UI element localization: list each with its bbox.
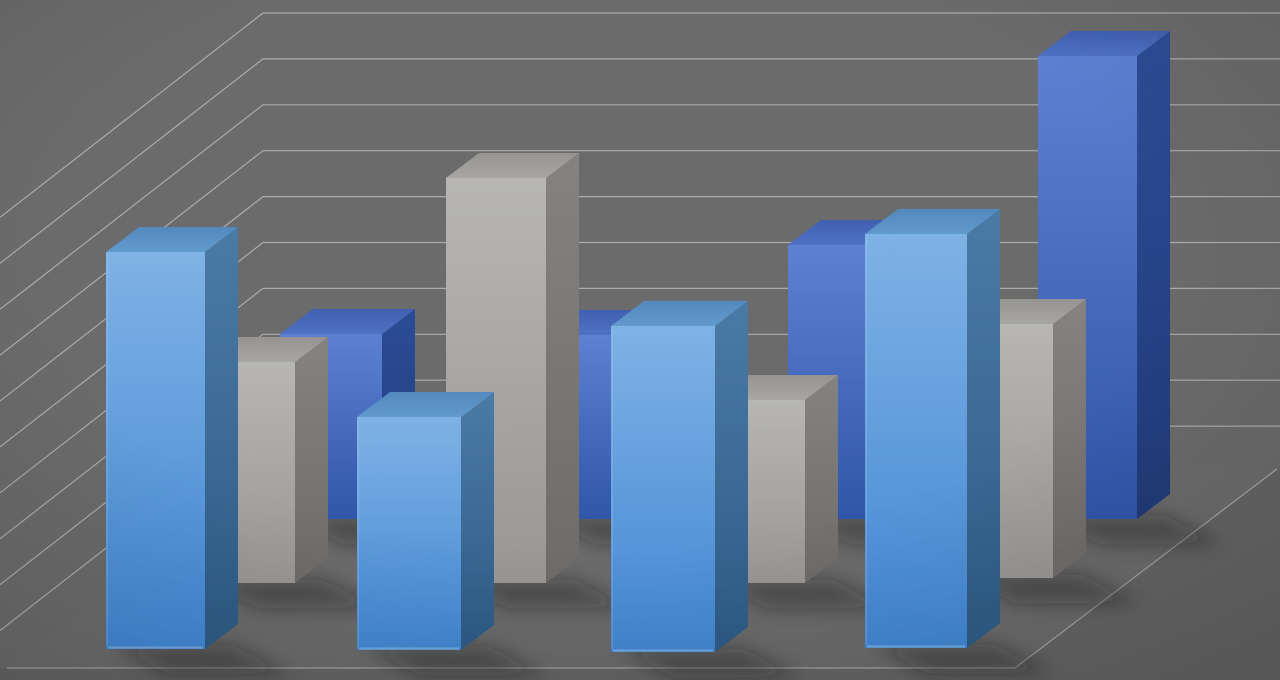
bar-side-face — [295, 337, 328, 583]
bar-side-face — [715, 301, 748, 652]
bar-side-face — [1053, 299, 1086, 578]
bar-front-face — [611, 326, 715, 652]
bar-side-face — [461, 392, 494, 650]
bar-group2-front — [357, 392, 494, 650]
bar-side-face — [1137, 31, 1170, 519]
bar-side-face — [805, 375, 838, 583]
bar-front-face — [357, 417, 461, 650]
bar-front-face — [106, 252, 205, 649]
bar-group4-front — [865, 209, 1000, 648]
bar-group1-front — [106, 227, 238, 649]
bar-group3-front — [611, 301, 748, 652]
bar-side-face — [205, 227, 238, 649]
bar-side-face — [967, 209, 1000, 648]
bar-front-face — [865, 234, 967, 648]
bar-side-face — [546, 153, 579, 583]
